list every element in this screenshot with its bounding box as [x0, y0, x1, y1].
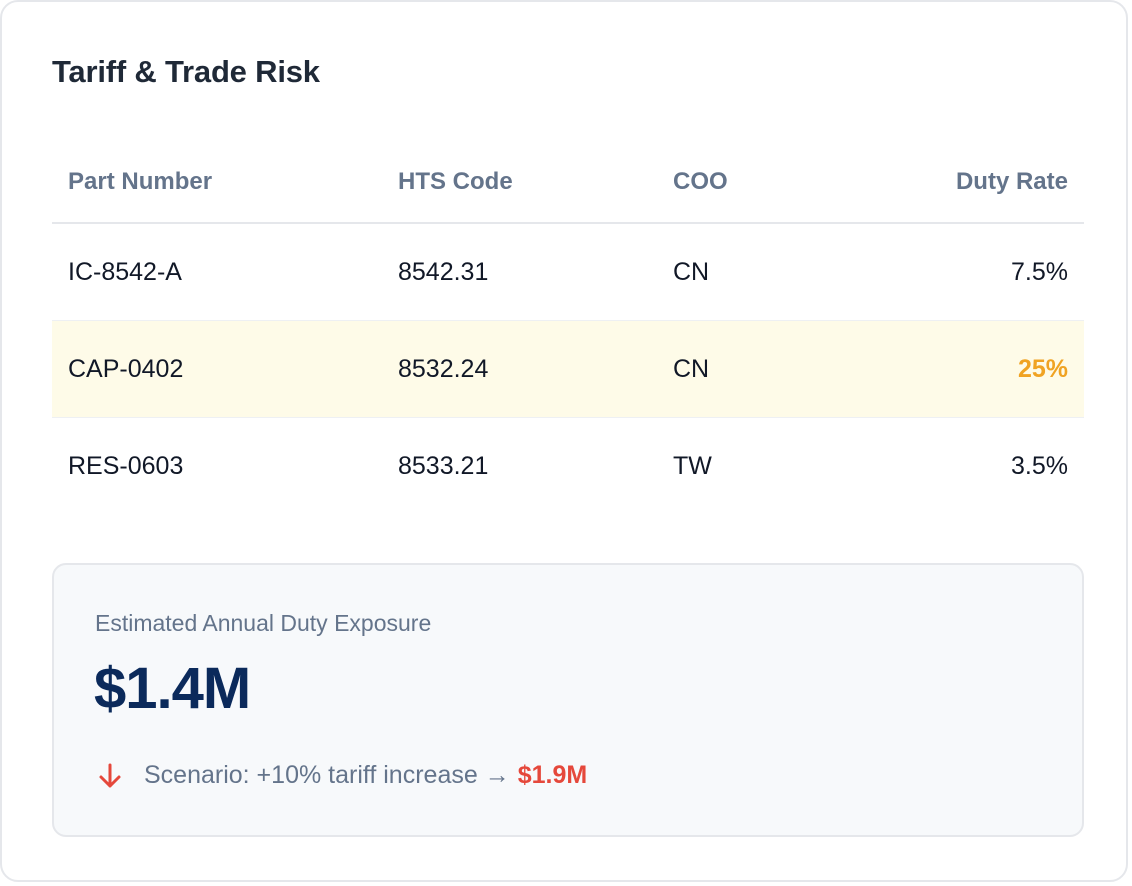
part-number-cell: IC-8542-A — [68, 257, 182, 286]
column-header-part-number: Part Number — [68, 168, 213, 195]
table-row[interactable]: IC-8542-A 8542.31 CN 7.5% — [52, 224, 1084, 321]
coo-cell: CN — [673, 257, 710, 286]
hts-code-cell: 8532.24 — [398, 354, 489, 383]
column-header-hts-code: HTS Code — [398, 168, 513, 195]
tariff-table: Part Number HTS Code COO Duty Rate IC-85… — [52, 142, 1084, 515]
part-number-cell: CAP-0402 — [68, 354, 184, 383]
column-header-coo: COO — [673, 168, 728, 195]
duty-rate-cell: 7.5% — [1011, 257, 1068, 286]
duty-rate-cell-warning: 25% — [1017, 354, 1068, 383]
scenario-value: $1.9M — [517, 761, 588, 789]
duty-rate-cell: 3.5% — [1011, 452, 1068, 480]
duty-exposure-panel: Estimated Annual Duty Exposure $1.4M Sce… — [52, 563, 1084, 837]
scenario-line: Scenario: +10% tariff increase → $1.9M — [98, 761, 587, 790]
table-header: Part Number HTS Code COO Duty Rate — [52, 142, 1084, 224]
exposure-value: $1.4M — [94, 656, 251, 721]
exposure-label: Estimated Annual Duty Exposure — [95, 610, 432, 636]
part-number-cell: RES-0603 — [68, 452, 184, 480]
card-title: Tariff & Trade Risk — [52, 54, 320, 89]
column-header-duty-rate: Duty Rate — [955, 168, 1068, 195]
table-row-highlighted[interactable]: CAP-0402 8532.24 CN 25% — [52, 321, 1084, 418]
arrow-down-icon — [98, 762, 122, 790]
hts-code-cell: 8542.31 — [398, 257, 489, 286]
hts-code-cell: 8533.21 — [398, 452, 489, 480]
coo-cell: TW — [673, 452, 712, 480]
scenario-text: Scenario: +10% tariff increase → — [144, 761, 510, 789]
coo-cell: CN — [673, 354, 710, 383]
table-row[interactable]: RES-0603 8533.21 TW 3.5% — [52, 418, 1084, 515]
